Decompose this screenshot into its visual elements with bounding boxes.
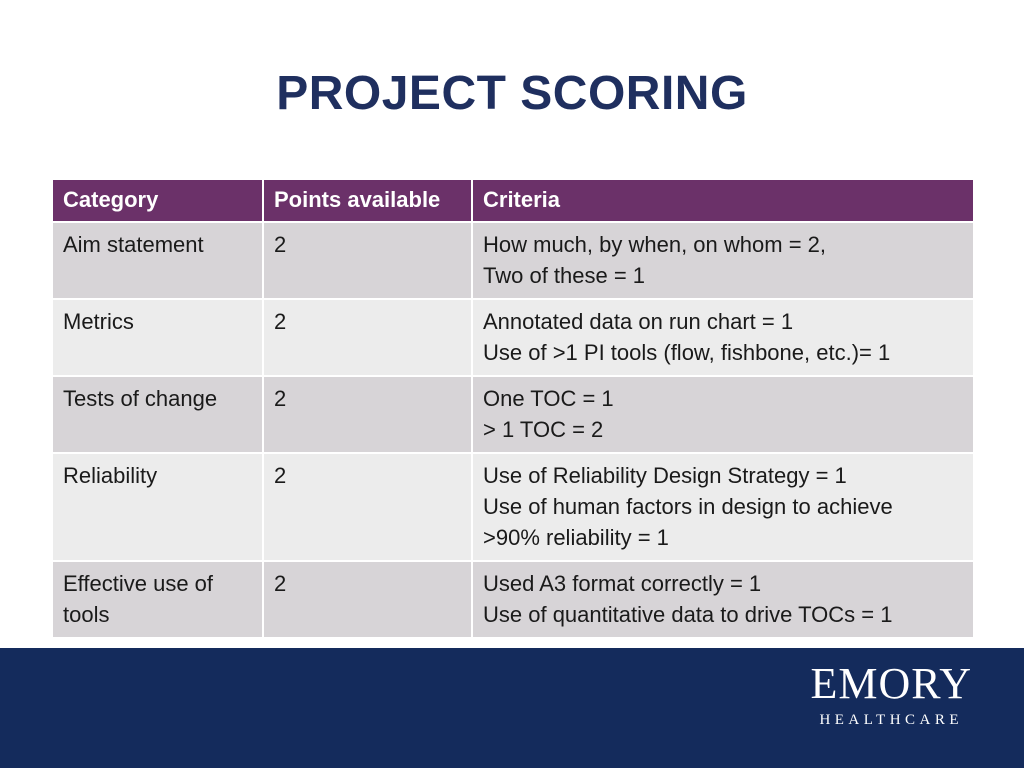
header-category: Category [51,178,264,223]
table-row: Aim statement 2 How much, by when, on wh… [51,221,975,300]
criteria-line: Use of >1 PI tools (flow, fishbone, etc.… [483,340,891,365]
logo-subtitle: HEALTHCARE [819,712,964,728]
points-cell: 2 [262,560,473,639]
scoring-table: Category Points available Criteria Aim s… [51,178,975,639]
criteria-line: > 1 TOC = 2 [483,417,604,442]
table-row: Effective use of tools 2 Used A3 format … [51,560,975,639]
category-cell: Metrics [51,298,264,377]
emory-healthcare-logo: EMORY HEALTHCARE [811,662,972,729]
header-points-available: Points available [262,178,473,223]
criteria-line: Use of Reliability Design Strategy = 1 [483,463,847,488]
points-cell: 2 [262,298,473,377]
logo-wordmark: EMORY [810,659,972,708]
criteria-cell: One TOC = 1 > 1 TOC = 2 [471,375,975,454]
criteria-line: >90% reliability = 1 [483,525,669,550]
category-cell: Reliability [51,452,264,562]
category-cell: Aim statement [51,221,264,300]
table-header-row: Category Points available Criteria [51,178,975,223]
criteria-cell: Use of Reliability Design Strategy = 1 U… [471,452,975,562]
criteria-line: Two of these = 1 [483,263,646,288]
table-row: Tests of change 2 One TOC = 1 > 1 TOC = … [51,375,975,454]
points-cell: 2 [262,375,473,454]
points-cell: 2 [262,221,473,300]
criteria-cell: Used A3 format correctly = 1 Use of quan… [471,560,975,639]
criteria-line: How much, by when, on whom = 2, [483,232,826,257]
category-cell: Effective use of tools [51,560,264,639]
table-row: Reliability 2 Use of Reliability Design … [51,452,975,562]
footer-band: EMORY HEALTHCARE [0,648,1024,768]
slide-title: PROJECT SCORING [276,67,748,120]
category-cell: Tests of change [51,375,264,454]
criteria-line: Use of quantitative data to drive TOCs =… [483,602,893,627]
criteria-cell: Annotated data on run chart = 1 Use of >… [471,298,975,377]
points-cell: 2 [262,452,473,562]
criteria-line: Used A3 format correctly = 1 [483,571,762,596]
criteria-line: Annotated data on run chart = 1 [483,309,794,334]
table-row: Metrics 2 Annotated data on run chart = … [51,298,975,377]
criteria-line: One TOC = 1 [483,386,614,411]
criteria-cell: How much, by when, on whom = 2, Two of t… [471,221,975,300]
criteria-line: Use of human factors in design to achiev… [483,494,893,519]
header-criteria: Criteria [471,178,975,223]
